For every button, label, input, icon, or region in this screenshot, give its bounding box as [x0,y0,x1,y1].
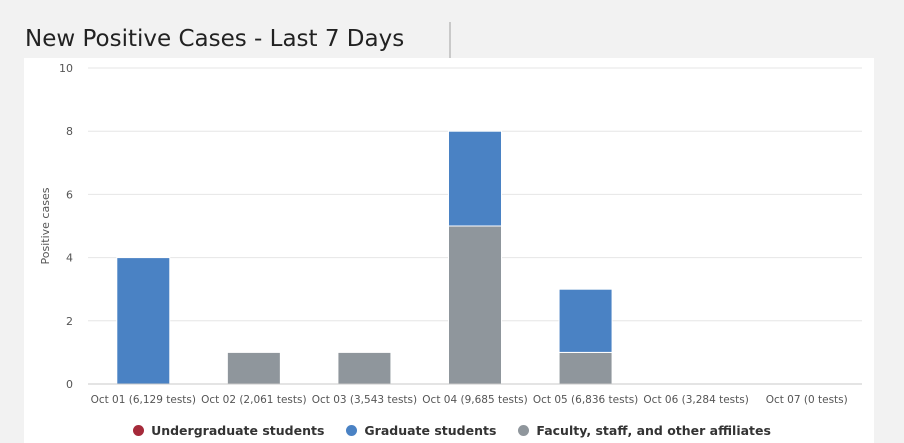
x-axis-ticks: Oct 01 (6,129 tests) Oct 02 (2,061 tests)… [91,394,848,406]
y-axis-label: Positive cases [39,187,52,264]
bar-segment [337,351,392,385]
chart-title: New Positive Cases - Last 7 Days [25,26,405,52]
x-tick-label: Oct 03 (3,543 tests) [312,394,417,406]
bar-segment [558,288,613,353]
bar-segment [116,257,171,385]
bar-segment [448,225,502,385]
y-axis-ticks: 0 2 4 6 8 10 [59,62,73,391]
legend: Undergraduate students Graduate students F… [0,423,904,438]
y-tick-label: 2 [66,315,73,328]
bars [116,130,613,385]
y-tick-label: 8 [66,125,73,138]
y-tick-label: 6 [66,188,73,201]
legend-item[interactable]: Faculty, staff, and other affiliates [518,423,771,438]
x-tick-label: Oct 01 (6,129 tests) [91,394,196,406]
legend-item[interactable]: Graduate students [346,423,496,438]
x-tick-label: Oct 07 (0 tests) [766,394,848,406]
y-tick-label: 4 [66,252,73,265]
x-tick-label: Oct 04 (9,685 tests) [422,394,527,406]
legend-label: Undergraduate students [151,423,325,438]
legend-swatch [133,425,145,436]
bar-segment [448,130,502,227]
x-tick-label: Oct 05 (6,836 tests) [533,394,638,406]
title-divider [449,22,451,58]
legend-label: Faculty, staff, and other affiliates [536,423,771,438]
x-tick-label: Oct 02 (2,061 tests) [201,394,306,406]
legend-item[interactable]: Undergraduate students [133,423,324,438]
bar-segment [226,351,281,385]
bar-segment [558,351,613,385]
legend-swatch [518,425,530,436]
legend-swatch [346,425,358,436]
y-tick-label: 0 [66,378,73,391]
y-tick-label: 10 [59,62,73,75]
x-tick-label: Oct 06 (3,284 tests) [643,394,748,406]
legend-label: Graduate students [364,423,497,438]
